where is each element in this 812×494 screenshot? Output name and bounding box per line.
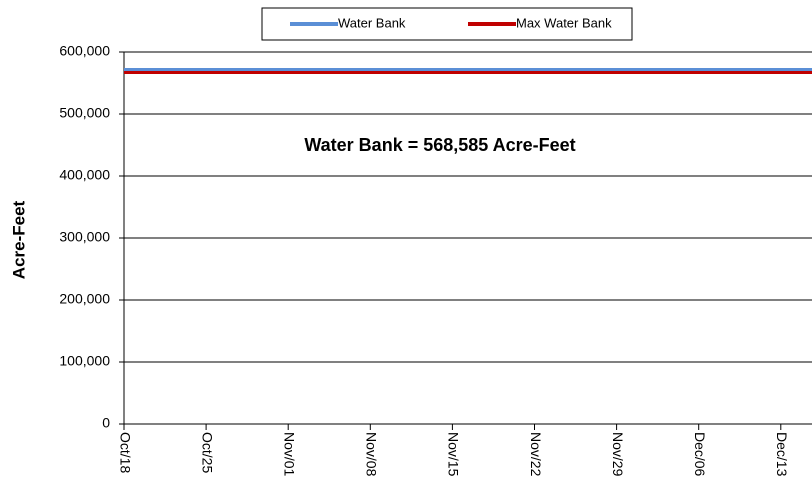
plot-lines xyxy=(124,67,812,74)
y-tick-label: 200,000 xyxy=(59,291,110,307)
y-axis-title: Acre-Feet xyxy=(9,200,28,279)
y-tick-label: 400,000 xyxy=(59,167,110,183)
y-tick-label: 600,000 xyxy=(59,43,110,59)
x-tick-label: Nov/29 xyxy=(610,432,626,477)
legend-label: Water Bank xyxy=(338,15,406,30)
x-tick-label: Oct/25 xyxy=(199,432,215,473)
annotation: Water Bank = 568,585 Acre-Feet xyxy=(304,135,575,155)
x-tick-label: Dec/06 xyxy=(692,432,708,477)
x-tick-label: Nov/15 xyxy=(446,432,462,477)
y-tick-label: 300,000 xyxy=(59,229,110,245)
x-tick-label: Nov/08 xyxy=(364,432,380,477)
y-tick-label: 0 xyxy=(102,415,110,431)
y-tick-label: 500,000 xyxy=(59,105,110,121)
x-tick-label: Oct/18 xyxy=(117,432,133,473)
x-tick-label: Nov/22 xyxy=(528,432,544,477)
x-tick-label: Dec/13 xyxy=(774,432,790,477)
y-tick-label: 100,000 xyxy=(59,353,110,369)
x-tick-label: Nov/01 xyxy=(281,432,297,477)
legend-label: Max Water Bank xyxy=(516,15,612,30)
